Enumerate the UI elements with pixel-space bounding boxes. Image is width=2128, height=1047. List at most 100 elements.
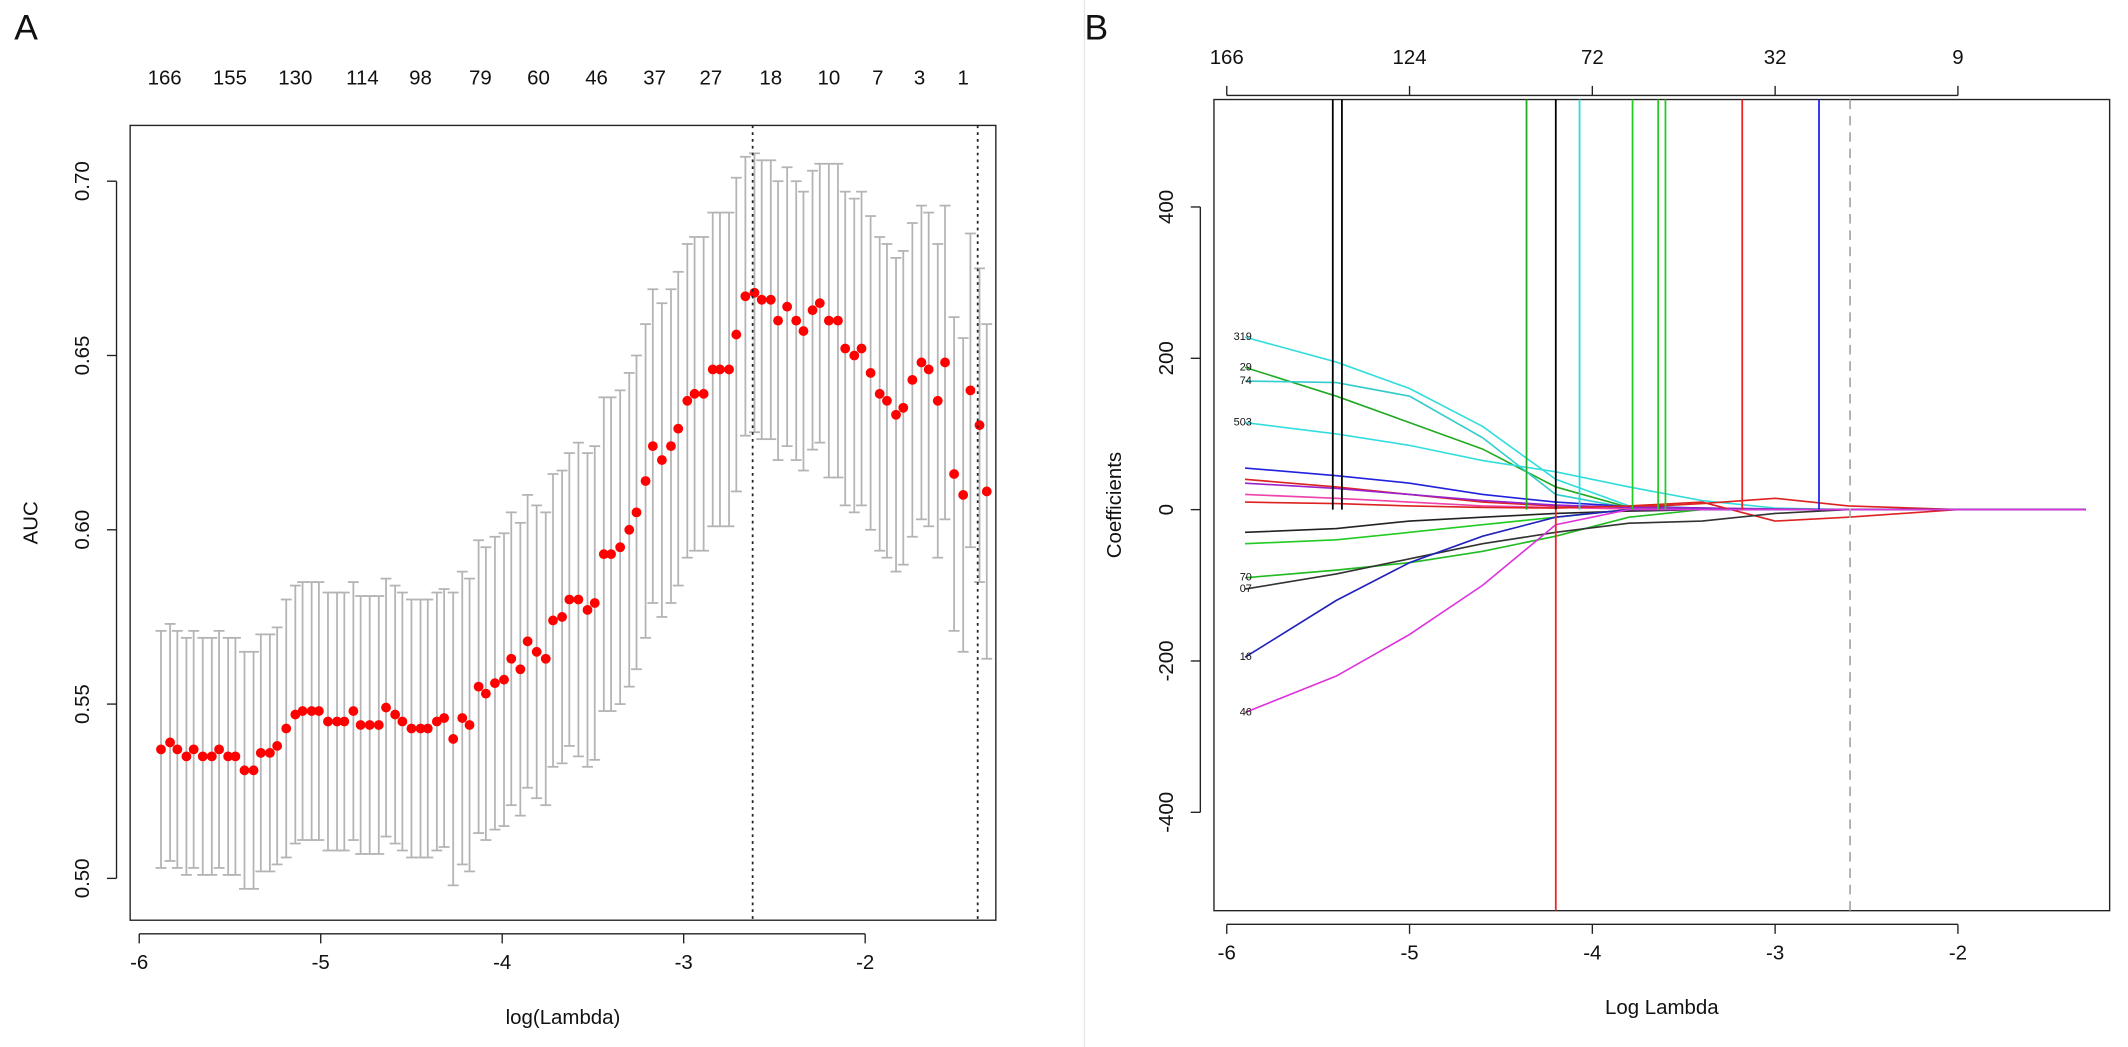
top-tick-label: 114 xyxy=(346,66,379,89)
point xyxy=(624,524,635,535)
path-label: 74 xyxy=(1240,375,1252,387)
x-tick-label: -5 xyxy=(1400,942,1418,965)
y-axis-label: AUC xyxy=(19,501,42,544)
point xyxy=(323,716,333,727)
top-tick-label: 18 xyxy=(759,66,782,89)
y-tick-label: 400 xyxy=(1155,190,1178,224)
point xyxy=(682,395,693,406)
point xyxy=(731,329,742,340)
point xyxy=(856,343,867,354)
point xyxy=(499,674,509,685)
point xyxy=(589,598,600,608)
coefficient-path xyxy=(1244,508,2086,714)
point xyxy=(640,476,651,486)
point xyxy=(573,594,584,605)
point xyxy=(698,388,709,399)
point xyxy=(397,716,408,727)
point xyxy=(248,765,259,776)
point xyxy=(464,720,475,730)
point xyxy=(656,455,667,465)
point xyxy=(480,688,491,699)
point xyxy=(339,716,350,727)
point xyxy=(381,702,391,713)
point xyxy=(615,542,626,553)
y-tick-label: 0.55 xyxy=(71,684,94,724)
point xyxy=(348,706,359,716)
point xyxy=(230,751,241,762)
path-label: 319 xyxy=(1234,331,1252,343)
point xyxy=(431,716,442,727)
point xyxy=(974,420,985,431)
x-axis-label: Log Lambda xyxy=(1605,996,1719,1019)
top-tick-label: 10 xyxy=(818,66,841,89)
y-axis-label: Coefficients xyxy=(1103,452,1126,558)
x-tick-label: -6 xyxy=(130,951,148,974)
plot-frame xyxy=(129,124,997,921)
point xyxy=(439,713,450,723)
point xyxy=(506,653,517,664)
point xyxy=(782,301,793,312)
point xyxy=(165,737,175,748)
x-tick-label: -4 xyxy=(1583,942,1601,965)
point xyxy=(306,706,317,716)
x-tick-label: -6 xyxy=(1218,942,1236,965)
x-tick-label: -2 xyxy=(856,951,874,974)
point xyxy=(390,709,401,720)
point xyxy=(814,298,825,309)
x-tick-label: -2 xyxy=(1949,942,1967,965)
point xyxy=(490,678,500,689)
top-tick-label: 27 xyxy=(700,66,723,89)
point xyxy=(415,723,426,734)
point xyxy=(422,723,433,734)
point xyxy=(156,744,166,755)
panel-label: B xyxy=(1084,7,1108,47)
top-tick-label: 1 xyxy=(957,66,968,89)
top-tick-label: 72 xyxy=(1581,46,1604,69)
point xyxy=(724,364,734,375)
path-label: 07 xyxy=(1240,583,1252,595)
top-tick-label: 166 xyxy=(1210,46,1244,69)
point xyxy=(239,765,250,776)
point xyxy=(548,615,558,626)
point xyxy=(188,744,199,755)
path-label: 503 xyxy=(1234,416,1252,428)
point xyxy=(923,364,934,375)
point xyxy=(540,653,551,664)
point xyxy=(756,294,767,305)
y-tick-label: 0 xyxy=(1155,504,1178,515)
point xyxy=(666,441,676,452)
point xyxy=(364,720,375,730)
point xyxy=(791,315,802,326)
point xyxy=(689,388,700,399)
top-tick-label: 7 xyxy=(872,66,883,89)
top-tick-label: 98 xyxy=(409,66,432,89)
point xyxy=(264,747,275,758)
top-tick-label: 46 xyxy=(585,66,608,89)
point xyxy=(197,751,208,762)
point xyxy=(332,716,342,727)
point xyxy=(255,747,266,758)
point xyxy=(898,402,909,413)
top-tick-label: 32 xyxy=(1764,46,1787,69)
point xyxy=(932,395,943,406)
point xyxy=(840,343,851,354)
point xyxy=(297,706,308,716)
point xyxy=(707,364,718,375)
point xyxy=(598,549,609,560)
path-label: 29 xyxy=(1240,361,1252,373)
point xyxy=(582,605,593,615)
point xyxy=(281,723,292,734)
y-tick-label: 0.65 xyxy=(71,336,94,376)
top-tick-label: 9 xyxy=(1952,46,1963,69)
point xyxy=(916,357,927,368)
path-label: 70 xyxy=(1240,572,1252,584)
point xyxy=(798,326,809,336)
point xyxy=(313,706,324,716)
top-tick-label: 124 xyxy=(1392,46,1426,69)
point xyxy=(290,709,301,720)
x-tick-label: -3 xyxy=(675,951,693,974)
point xyxy=(740,291,751,302)
y-tick-label: 0.50 xyxy=(71,858,94,898)
